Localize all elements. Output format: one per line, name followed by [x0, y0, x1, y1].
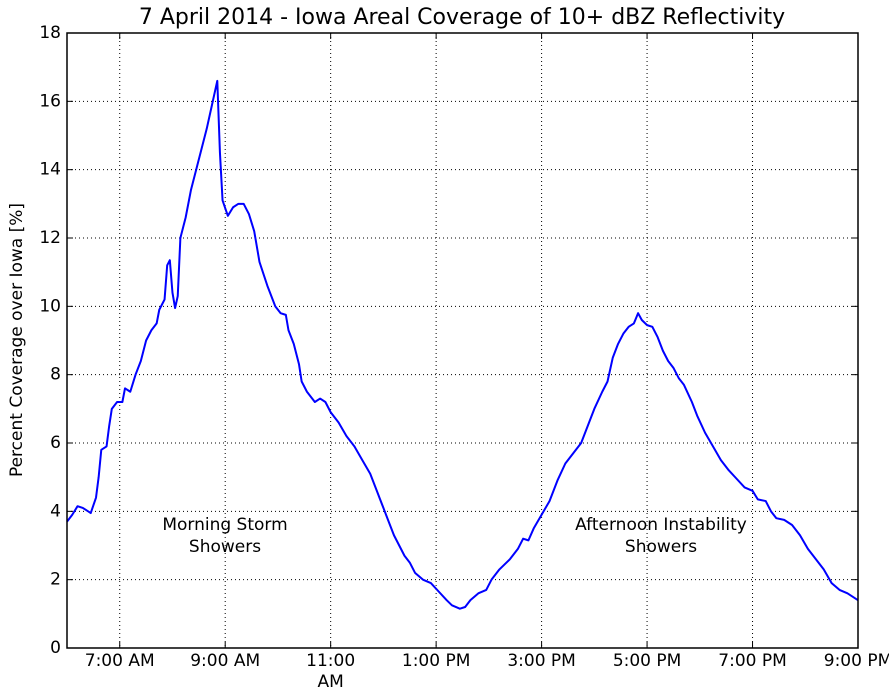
y-tick-label: 6: [50, 433, 61, 453]
chart-title: 7 April 2014 - Iowa Areal Coverage of 10…: [139, 5, 785, 30]
line: [66, 79, 859, 610]
x-tick-label: 1:00 PM: [401, 651, 471, 671]
x-tick-label: 9:00 AM: [190, 651, 261, 671]
y-tick-label: 8: [50, 365, 61, 385]
x-tick-label: 5:00 PM: [612, 651, 682, 671]
x-tick-label: 3:00 PM: [507, 651, 576, 671]
y-tick-label: 16: [39, 91, 61, 111]
y-tick-label: 10: [39, 296, 61, 316]
x-tick-label: 7:00 PM: [718, 651, 787, 671]
annotation: Morning Storm Showers: [162, 515, 288, 557]
x-tick-label: 7:00 AM: [84, 651, 155, 671]
y-tick-label: 14: [39, 160, 61, 180]
y-tick-label: 2: [50, 570, 61, 590]
y-tick-label: 0: [50, 638, 61, 658]
y-tick-label: 4: [50, 501, 61, 521]
x-tick-label: 9:00 PM: [823, 651, 889, 671]
annotation: Afternoon Instability Showers: [575, 515, 747, 557]
y-tick-label: 12: [39, 228, 61, 248]
y-axis-label: Percent Coverage over Iowa [%]: [7, 203, 27, 477]
x-tick-label: 11:00 AM: [306, 651, 356, 692]
y-tick-label: 18: [39, 23, 61, 43]
plot-frame: [66, 32, 859, 649]
